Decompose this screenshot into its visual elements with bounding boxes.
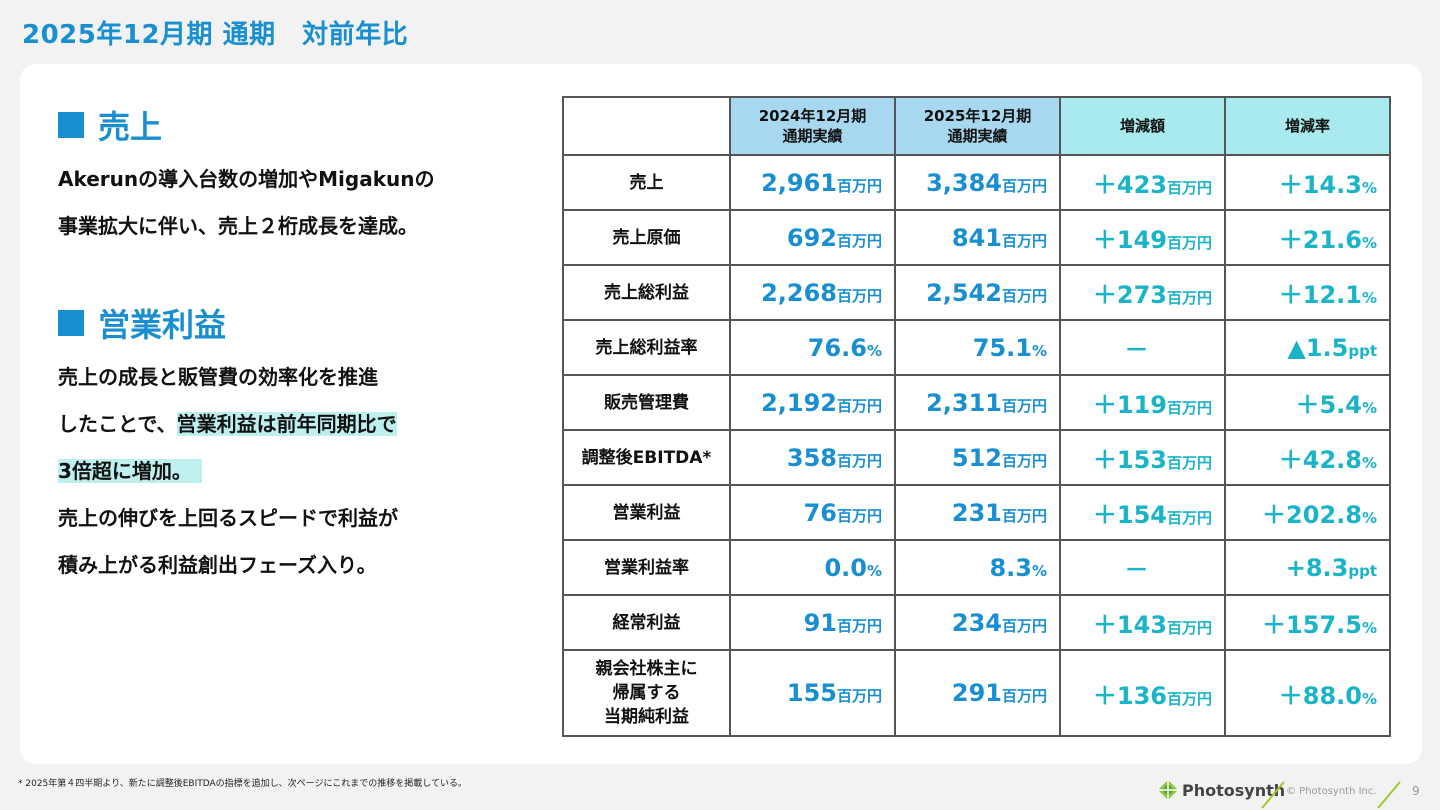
value-2024: 2,192百万円 bbox=[729, 374, 896, 431]
value-diff: － bbox=[1059, 319, 1226, 376]
value-2024: 2,961百万円 bbox=[729, 154, 896, 211]
table-row: 営業利益 76百万円 231百万円 ＋154百万円 ＋202.8% bbox=[562, 484, 1391, 541]
value-rate: ＋88.0% bbox=[1224, 649, 1391, 737]
value-diff: ＋423百万円 bbox=[1059, 154, 1226, 211]
value-rate: ▲1.5ppt bbox=[1224, 319, 1391, 376]
header-cell: 増減額 bbox=[1059, 96, 1226, 156]
table-row: 販売管理費 2,192百万円 2,311百万円 ＋119百万円 ＋5.4% bbox=[562, 374, 1391, 431]
header-2024-line1: 2024年12月期 bbox=[758, 107, 867, 125]
square-bullet-icon bbox=[58, 112, 84, 138]
section-operating-profit: 営業利益 売上の成長と販管費の効率化を推進 したことで、営業利益は前年同期比で … bbox=[58, 300, 398, 589]
table-row: 親会社株主に 帰属する 当期純利益 155百万円 291百万円 ＋136百万円 ＋88.0% bbox=[562, 649, 1391, 737]
row-label: 親会社株主に 帰属する 当期純利益 bbox=[562, 649, 731, 737]
square-bullet-icon bbox=[58, 310, 84, 336]
value-diff: ＋273百万円 bbox=[1059, 264, 1226, 321]
logo-text: Photosynth bbox=[1182, 780, 1286, 800]
highlighted-text: 営業利益は前年同期比で bbox=[176, 412, 397, 436]
table-header-row: 2024年12月期 通期実績 2025年12月期 通期実績 増減額 増減率 bbox=[562, 96, 1391, 156]
header-cell: 2024年12月期 通期実績 bbox=[729, 96, 896, 156]
value-diff: － bbox=[1059, 539, 1226, 596]
text-plain: したことで、 bbox=[58, 412, 177, 436]
row-label: 営業利益 bbox=[562, 484, 731, 541]
value-rate: ＋21.6% bbox=[1224, 209, 1391, 266]
value-diff: ＋149百万円 bbox=[1059, 209, 1226, 266]
value-rate: ＋14.3% bbox=[1224, 154, 1391, 211]
value-2025: 2,311百万円 bbox=[894, 374, 1061, 431]
table-row: 営業利益率 0.0% 8.3% － +8.3ppt bbox=[562, 539, 1391, 596]
text-line: Akerunの導入台数の増加やMigakunの bbox=[58, 167, 435, 191]
value-2025: 75.1% bbox=[894, 319, 1061, 376]
value-diff: ＋143百万円 bbox=[1059, 594, 1226, 651]
row-label: 売上総利益 bbox=[562, 264, 731, 321]
header-2025-line1: 2025年12月期 bbox=[923, 107, 1032, 125]
table-row: 売上 2,961百万円 3,384百万円 ＋423百万円 ＋14.3% bbox=[562, 154, 1391, 211]
section-heading: 売上 bbox=[58, 102, 435, 148]
row-label: 経常利益 bbox=[562, 594, 731, 651]
section-heading: 営業利益 bbox=[58, 300, 398, 346]
section-sales: 売上 Akerunの導入台数の増加やMigakunの 事業拡大に伴い、売上２桁成… bbox=[58, 102, 435, 250]
page-number: 9 bbox=[1412, 784, 1420, 798]
operating-profit-heading: 営業利益 bbox=[98, 306, 227, 344]
value-2025: 512百万円 bbox=[894, 429, 1061, 486]
value-2024: 358百万円 bbox=[729, 429, 896, 486]
content-card: 売上 Akerunの導入台数の増加やMigakunの 事業拡大に伴い、売上２桁成… bbox=[20, 64, 1422, 764]
header-cell bbox=[562, 96, 731, 156]
text-line: 売上の成長と販管費の効率化を推進 bbox=[58, 365, 378, 389]
footnote: * 2025年第４四半期より、新たに調整後EBITDAの指標を追加し、次ページに… bbox=[18, 779, 468, 789]
row-label: 売上 bbox=[562, 154, 731, 211]
row-label: 売上原価 bbox=[562, 209, 731, 266]
value-rate: ＋202.8% bbox=[1224, 484, 1391, 541]
text-line: 事業拡大に伴い、売上２桁成長を達成。 bbox=[58, 214, 418, 238]
value-2025: 3,384百万円 bbox=[894, 154, 1061, 211]
row-label: 営業利益率 bbox=[562, 539, 731, 596]
divider-slash bbox=[1377, 781, 1401, 809]
value-2025: 231百万円 bbox=[894, 484, 1061, 541]
value-diff: ＋154百万円 bbox=[1059, 484, 1226, 541]
value-2025: 8.3% bbox=[894, 539, 1061, 596]
value-2024: 76.6% bbox=[729, 319, 896, 376]
photosynth-leaf-icon bbox=[1158, 780, 1178, 800]
copyright: © Photosynth Inc. bbox=[1286, 786, 1377, 797]
company-logo: Photosynth bbox=[1158, 780, 1285, 800]
value-diff: ＋136百万円 bbox=[1059, 649, 1226, 737]
value-2024: 91百万円 bbox=[729, 594, 896, 651]
table-row: 経常利益 91百万円 234百万円 ＋143百万円 ＋157.5% bbox=[562, 594, 1391, 651]
value-rate: ＋12.1% bbox=[1224, 264, 1391, 321]
value-diff: ＋153百万円 bbox=[1059, 429, 1226, 486]
value-2024: 155百万円 bbox=[729, 649, 896, 737]
value-rate: ＋42.8% bbox=[1224, 429, 1391, 486]
operating-profit-description: 売上の成長と販管費の効率化を推進 したことで、営業利益は前年同期比で 3倍超に増… bbox=[58, 354, 398, 589]
value-2025: 234百万円 bbox=[894, 594, 1061, 651]
table-row: 調整後EBITDA* 358百万円 512百万円 ＋153百万円 ＋42.8% bbox=[562, 429, 1391, 486]
row-label: 売上総利益率 bbox=[562, 319, 731, 376]
value-2025: 841百万円 bbox=[894, 209, 1061, 266]
value-2024: 2,268百万円 bbox=[729, 264, 896, 321]
sales-description: Akerunの導入台数の増加やMigakunの 事業拡大に伴い、売上２桁成長を達… bbox=[58, 156, 435, 250]
value-2025: 2,542百万円 bbox=[894, 264, 1061, 321]
text-line: 3倍超に増加。 bbox=[58, 448, 398, 495]
value-2024: 76百万円 bbox=[729, 484, 896, 541]
value-rate: +8.3ppt bbox=[1224, 539, 1391, 596]
row-label: 調整後EBITDA* bbox=[562, 429, 731, 486]
page-title: 2025年12月期 通期 対前年比 bbox=[22, 20, 409, 50]
comparison-table: 2024年12月期 通期実績 2025年12月期 通期実績 増減額 増減率 売上 2,… bbox=[562, 96, 1391, 737]
value-2024: 0.0% bbox=[729, 539, 896, 596]
text-line: 売上の伸びを上回るスピードで利益が bbox=[58, 506, 398, 530]
text-line: したことで、営業利益は前年同期比で bbox=[58, 401, 398, 448]
value-rate: ＋5.4% bbox=[1224, 374, 1391, 431]
header-cell: 2025年12月期 通期実績 bbox=[894, 96, 1061, 156]
value-2024: 692百万円 bbox=[729, 209, 896, 266]
sales-heading: 売上 bbox=[98, 108, 163, 146]
value-rate: ＋157.5% bbox=[1224, 594, 1391, 651]
row-label: 販売管理費 bbox=[562, 374, 731, 431]
highlighted-text: 3倍超に増加。 bbox=[58, 459, 182, 483]
value-diff: ＋119百万円 bbox=[1059, 374, 1226, 431]
table-row: 売上総利益 2,268百万円 2,542百万円 ＋273百万円 ＋12.1% bbox=[562, 264, 1391, 321]
value-2025: 291百万円 bbox=[894, 649, 1061, 737]
table-row: 売上総利益率 76.6% 75.1% － ▲1.5ppt bbox=[562, 319, 1391, 376]
header-cell: 増減率 bbox=[1224, 96, 1391, 156]
table-row: 売上原価 692百万円 841百万円 ＋149百万円 ＋21.6% bbox=[562, 209, 1391, 266]
text-line: 積み上がる利益創出フェーズ入り。 bbox=[58, 553, 377, 577]
